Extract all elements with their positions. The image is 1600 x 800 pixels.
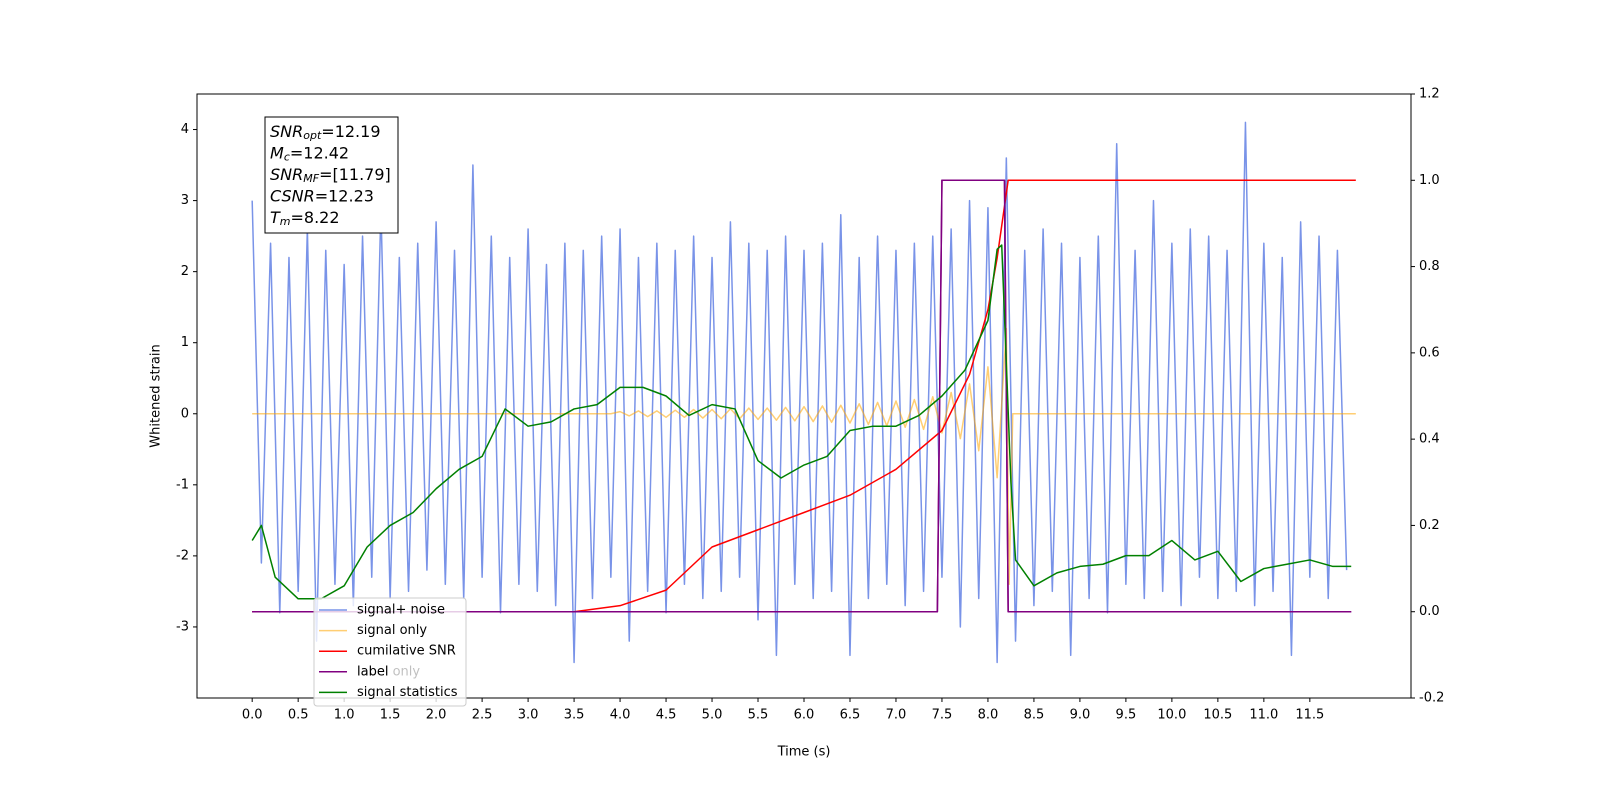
y-axis-label: Whitened strain bbox=[149, 344, 164, 447]
plot-area bbox=[251, 121, 1356, 664]
x-tick-label: 1.0 bbox=[334, 708, 355, 723]
annotation: Mc=12.42 bbox=[270, 143, 349, 164]
annotation: CSNR=12.23 bbox=[270, 186, 374, 205]
annotation-subscript: c bbox=[284, 151, 290, 164]
x-tick-label: 6.5 bbox=[840, 708, 861, 723]
y2-tick-label: 0.0 bbox=[1419, 604, 1440, 619]
x-tick-label: 7.5 bbox=[932, 708, 953, 723]
legend-label: signal only bbox=[357, 623, 427, 638]
y-tick-label: -3 bbox=[176, 619, 189, 634]
y2-tick-label: 0.8 bbox=[1419, 259, 1440, 274]
x-tick-label: 5.0 bbox=[702, 708, 723, 723]
y2-tick-label: 1.0 bbox=[1419, 173, 1440, 188]
series-line bbox=[252, 327, 1356, 586]
annotation-symbol: SNR bbox=[270, 122, 303, 141]
x-tick-label: 9.0 bbox=[1070, 708, 1091, 723]
x-tick-label: 0.0 bbox=[242, 708, 263, 723]
y-tick-label: -1 bbox=[176, 477, 189, 492]
annotation-value: =[11.79] bbox=[319, 165, 391, 184]
annotation: Tm=8.22 bbox=[270, 208, 340, 229]
y2-tick-label: 0.2 bbox=[1419, 518, 1440, 533]
y-tick-label: 2 bbox=[181, 264, 189, 279]
y2-tick-label: 0.4 bbox=[1419, 432, 1440, 447]
annotation-symbol: SNR bbox=[270, 165, 303, 184]
x-tick-label: 0.5 bbox=[288, 708, 309, 723]
x-tick-label: 7.0 bbox=[886, 708, 907, 723]
x-tick-label: 4.5 bbox=[656, 708, 677, 723]
annotation-symbol: T bbox=[270, 208, 281, 227]
x-tick-label: 9.5 bbox=[1116, 708, 1137, 723]
legend-label: cumilative SNR bbox=[357, 644, 456, 659]
annotation-value: =12.19 bbox=[321, 122, 380, 141]
annotation-box bbox=[264, 116, 399, 234]
legend-box bbox=[313, 597, 467, 707]
x-tick-label: 10.5 bbox=[1203, 708, 1232, 723]
annotation-symbol: M bbox=[270, 143, 284, 162]
x-tick-label: 8.0 bbox=[978, 708, 999, 723]
y2-tick-label: -0.2 bbox=[1419, 691, 1444, 706]
annotation-symbol: CSNR bbox=[270, 186, 315, 205]
x-tick-label: 2.5 bbox=[472, 708, 493, 723]
annotation-value: =8.22 bbox=[291, 208, 340, 227]
y-tick-label: -2 bbox=[176, 548, 189, 563]
x-tick-label: 8.5 bbox=[1024, 708, 1045, 723]
x-axis-label: Time (s) bbox=[777, 745, 831, 760]
x-tick-label: 5.5 bbox=[748, 708, 769, 723]
annotation: SNRMF=[11.79] bbox=[270, 165, 391, 186]
annotation-subscript: m bbox=[280, 215, 291, 228]
y-tick-label: 3 bbox=[181, 193, 189, 208]
y-tick-label: 1 bbox=[181, 335, 189, 350]
series-line bbox=[251, 121, 1348, 664]
series-line bbox=[251, 244, 1352, 600]
x-tick-label: 3.5 bbox=[564, 708, 585, 723]
x-tick-label: 1.5 bbox=[380, 708, 401, 723]
y-tick-label: 4 bbox=[181, 122, 189, 137]
annotation-value: =12.23 bbox=[315, 186, 374, 205]
series-line bbox=[252, 179, 1352, 613]
annotation-subscript: opt bbox=[303, 129, 322, 142]
x-tick-label: 3.0 bbox=[518, 708, 539, 723]
legend-label: label bbox=[357, 664, 388, 679]
x-tick-label: 11.5 bbox=[1295, 708, 1324, 723]
legend-label: signal+ noise bbox=[357, 603, 445, 618]
y2-tick-label: 0.6 bbox=[1419, 345, 1440, 360]
annotation-value: =12.42 bbox=[290, 143, 349, 162]
x-tick-label: 2.0 bbox=[426, 708, 447, 723]
legend-label: label only bbox=[357, 664, 420, 679]
x-tick-label: 11.0 bbox=[1249, 708, 1278, 723]
x-tick-label: 10.0 bbox=[1157, 708, 1186, 723]
legend-label: signal statistics bbox=[357, 685, 458, 700]
y-tick-label: 0 bbox=[181, 406, 189, 421]
series-line bbox=[252, 179, 1356, 613]
annotation-subscript: MF bbox=[303, 172, 319, 185]
annotation: SNRopt=12.19 bbox=[270, 122, 381, 143]
x-tick-label: 4.0 bbox=[610, 708, 631, 723]
y2-tick-label: 1.2 bbox=[1419, 87, 1440, 102]
x-tick-label: 6.0 bbox=[794, 708, 815, 723]
